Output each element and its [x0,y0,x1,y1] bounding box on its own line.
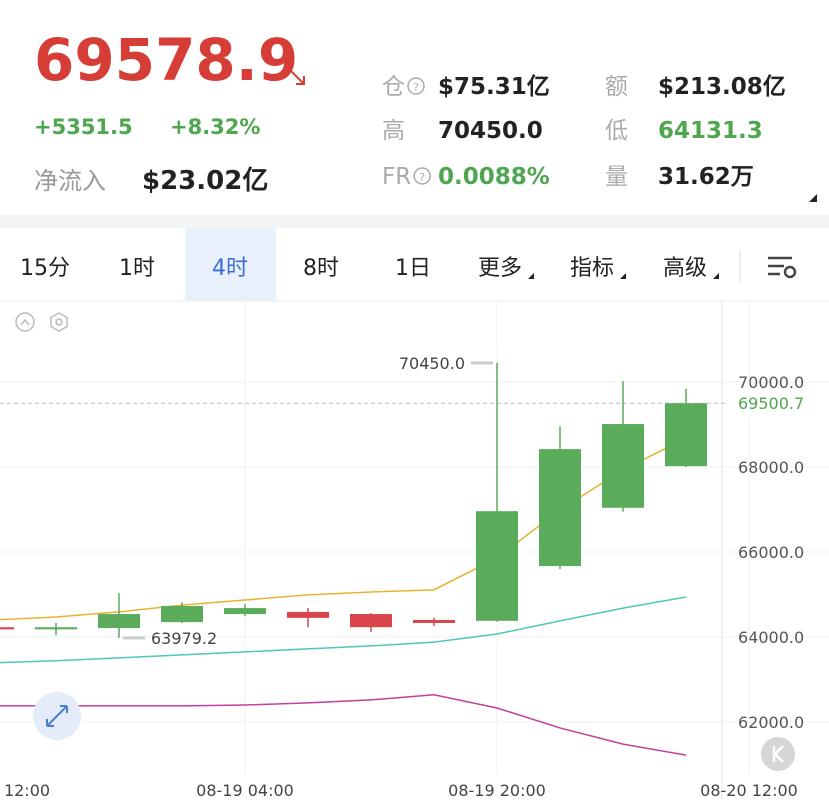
stat-label: 量 [605,164,628,190]
x-tick-label: 08-19 04:00 [196,781,294,800]
dropdown-triangle [713,273,719,279]
stat-value: 0.0088% [438,164,550,190]
down-arrow [289,69,305,85]
price: 69578.9 [34,26,298,94]
stat-label: 低 [605,118,628,144]
tab[interactable]: 8时 [303,256,339,281]
net-inflow: $23.02亿 [142,166,268,196]
stat-value: 70450.0 [438,118,543,144]
last-price-label: 69500.7 [738,394,804,413]
stat-label: 高 [382,118,405,144]
ma-line [0,596,687,664]
candle-body [287,611,329,618]
y-tick-label: 70000.0 [738,373,804,392]
info-icon[interactable] [407,77,425,95]
tab[interactable]: 高级 [663,256,707,281]
ma-line [0,694,687,756]
stat-label: 额 [605,74,628,100]
fullscreen-button[interactable] [33,692,81,740]
stat-label: FR [382,164,411,190]
info-icon[interactable] [413,167,431,185]
change-pct: +8.32% [170,115,260,139]
candle-body [35,627,77,630]
last-price-bg [728,391,829,416]
stat-value: 31.62万 [658,164,754,190]
annotation-label: 63979.2 [151,629,217,648]
candle-body [476,511,518,621]
stat-value: $213.08亿 [658,74,786,100]
tab[interactable]: 1时 [119,256,155,281]
candle-body [161,605,203,623]
stat-value: 64131.3 [658,118,763,144]
annotation-label: 70450.0 [399,354,465,373]
tab[interactable]: 指标 [570,256,614,281]
x-tick-label: 08-19 20:00 [448,781,546,800]
tab[interactable]: 4时 [212,256,248,281]
info-icon-mark: ? [413,81,419,94]
dropdown-triangle [620,273,626,279]
x-tick-label: 08-20 12:00 [700,781,798,800]
candle-body [0,627,14,630]
y-tick-label: 64000.0 [738,628,804,647]
stat-label: 仓 [382,74,405,100]
candle-body [350,614,392,628]
candle-body [602,424,644,508]
collapse-icon[interactable] [15,312,35,332]
candle-body [413,619,455,623]
candle-body [224,608,266,615]
tab[interactable]: 15分 [20,256,70,281]
divider [0,215,829,228]
candle-body [665,403,707,467]
change: +5351.5 [34,115,133,139]
settings-icon[interactable] [768,256,797,279]
net-inflow-label: 净流入 [34,167,106,195]
scroll-end-button[interactable] [761,737,795,771]
y-tick-label: 62000.0 [738,713,804,732]
info-icon-mark: ? [419,171,425,184]
x-tick-label: 12:00 [4,781,50,800]
selected-tab-bg [185,228,276,301]
gear-icon[interactable] [50,312,68,332]
tab[interactable]: 1日 [395,256,431,281]
candle-body [98,614,140,629]
stat-value: $75.31亿 [438,74,550,100]
y-tick-label: 66000.0 [738,543,804,562]
y-tick-label: 68000.0 [738,458,804,477]
expand-triangle[interactable] [809,194,817,202]
dropdown-triangle [528,273,534,279]
candle-body [539,449,581,567]
tab[interactable]: 更多 [478,256,522,281]
